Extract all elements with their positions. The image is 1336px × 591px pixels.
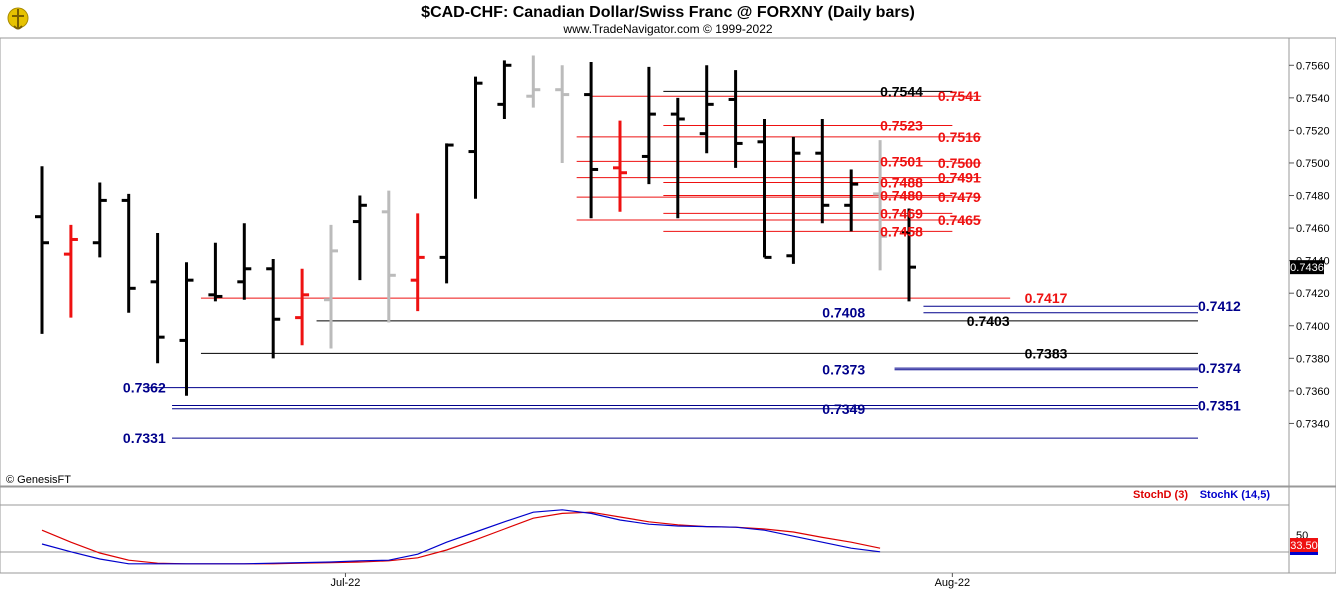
last-price-box: 0.7436 [1290,260,1324,275]
ohlc-bar [410,213,425,312]
level-label: 0.7408 [822,305,865,321]
ohlc-bar [35,166,49,334]
last-price-value: 0.7436 [1290,262,1324,274]
level-label: 0.7516 [938,129,981,145]
ohlc-bar [613,120,627,212]
stoch-panel-frame [0,486,1290,574]
chart-title: $CAD-CHF: Canadian Dollar/Swiss Franc @ … [421,4,915,21]
ohlc-bar [670,97,685,219]
stoch-axis-frame [1288,486,1336,574]
level-label: 0.7349 [822,401,865,417]
ohlc-bar [555,65,570,163]
level-label: 0.7417 [1025,290,1068,306]
ohlc-bar [179,262,194,396]
level-label: 0.7362 [123,380,166,396]
level-label: 0.7488 [880,174,923,190]
price-bars [35,55,916,396]
ohlc-bar [381,190,396,323]
ohlc-bar [208,242,223,302]
price-tick-label: 0.7480 [1296,191,1330,203]
date-tick-label: Jul-22 [330,577,360,589]
logo-icon [7,7,29,30]
ohlc-bar [266,259,281,359]
price-tick-label: 0.7560 [1296,60,1330,72]
chart-subtitle: www.TradeNavigator.com © 1999-2022 [562,22,772,36]
level-label: 0.7465 [938,212,981,228]
level-label: 0.7501 [880,153,923,169]
ohlc-bar [439,143,454,284]
ohlc-bar [121,193,136,313]
date-axis: Jul-22 Aug-22 [330,573,970,589]
ohlc-bar [786,136,801,264]
level-label: 0.7479 [938,189,981,205]
ohlc-bar [468,76,483,199]
level-label: 0.7480 [880,188,923,204]
price-tick-label: 0.7340 [1296,418,1330,430]
level-label: 0.7544 [880,83,923,99]
ohlc-bar [873,140,888,271]
price-tick-label: 0.7420 [1296,288,1330,300]
price-tick-label: 0.7380 [1296,353,1330,365]
stochk-legend: StochK (14,5) [1200,489,1271,501]
ohlc-bar [526,55,541,108]
ohlc-bar [92,182,107,258]
price-tick-label: 0.7500 [1296,158,1330,170]
price-axis: 0.7560 0.7540 0.7520 0.7500 0.7480 0.7460 0.74… [1289,60,1330,430]
price-tick-label: 0.7360 [1296,386,1330,398]
ohlc-bar [728,70,743,168]
level-label: 0.7351 [1198,398,1241,414]
stochk-line [41,509,881,565]
ohlc-bar [324,224,338,349]
price-tick-label: 0.7460 [1296,223,1330,235]
date-tick-label: Aug-22 [935,577,970,589]
ohlc-bar [150,232,165,364]
level-label: 0.7412 [1198,298,1241,314]
ohlc-bar [497,60,512,120]
level-lines [143,90,1198,439]
level-label: 0.7523 [880,118,923,134]
price-tick-label: 0.7520 [1296,125,1330,137]
level-label: 0.7491 [938,170,981,186]
ohlc-bar [844,169,859,232]
level-label: 0.7374 [1198,360,1241,376]
level-label: 0.7403 [967,313,1010,329]
ohlc-bar [699,65,714,154]
ohlc-bar [641,66,656,185]
stochd-line [41,511,881,565]
price-tick-label: 0.7540 [1296,93,1330,105]
ohlc-bar [295,268,310,346]
stochd-legend: StochD (3) [1133,489,1188,501]
level-label: 0.7500 [938,155,981,171]
price-panel-frame [0,37,1290,487]
ohlc-bar [63,224,78,318]
stoch-last-value: 33.50 [1290,540,1318,552]
level-label: 0.7331 [123,430,166,446]
level-label: 0.7383 [1025,345,1068,361]
level-label: 0.7541 [938,88,981,104]
ohlc-bar [237,223,252,300]
ohlc-bar [815,119,830,224]
level-label: 0.7458 [880,223,923,239]
stoch-last-box: 33.50 [1290,538,1318,555]
ohlc-bar [352,195,367,281]
stoch-lines [41,509,881,565]
ohlc-bar [757,119,772,259]
copyright-text: © GenesisFT [6,474,71,486]
ohlc-bar [902,208,916,302]
level-label: 0.7373 [822,362,865,378]
level-label: 0.7469 [880,205,923,221]
ohlc-bar [584,62,599,219]
price-tick-label: 0.7400 [1296,321,1330,333]
